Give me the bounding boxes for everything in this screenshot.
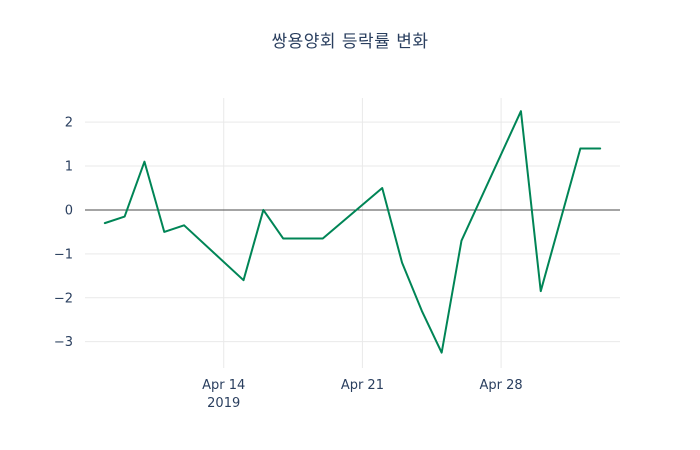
x-tick-label: Apr 28: [480, 378, 523, 393]
x-tick-label: Apr 14: [202, 378, 245, 393]
x-tick-sublabel: 2019: [207, 396, 240, 411]
y-tick-label: −1: [54, 247, 73, 262]
series-line: [103, 110, 602, 354]
y-tick-label: 0: [65, 203, 73, 218]
x-tick-label: Apr 21: [341, 378, 384, 393]
chart-title: 쌍용양회 등락률 변화: [271, 32, 429, 52]
y-tick-label: 2: [65, 116, 73, 131]
y-tick-label: −2: [54, 291, 73, 306]
y-tick-label: 1: [65, 160, 73, 175]
y-tick-label: −3: [54, 335, 73, 350]
